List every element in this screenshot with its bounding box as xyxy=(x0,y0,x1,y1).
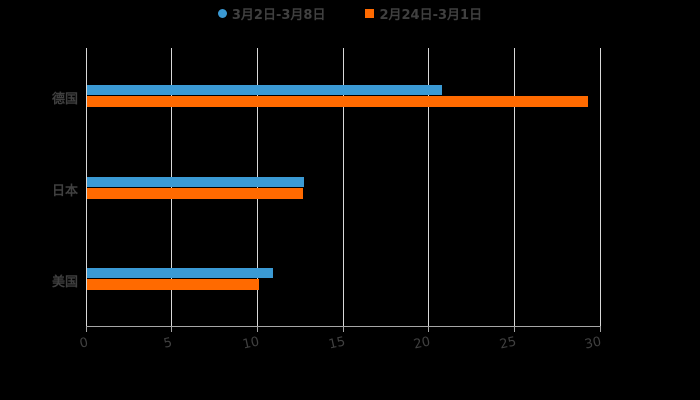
x-tick xyxy=(600,326,601,332)
category-label-germany: 德国 xyxy=(51,92,78,107)
x-tick xyxy=(514,326,515,332)
x-tick-label: 20 xyxy=(412,334,432,353)
gridline xyxy=(600,48,601,326)
bar-japan-series-2[interactable] xyxy=(87,188,303,199)
bar-usa-series-1[interactable] xyxy=(87,268,273,278)
legend-marker-square-icon xyxy=(365,8,375,18)
bar-germany-series-2[interactable] xyxy=(87,96,588,107)
x-tick xyxy=(428,326,429,332)
gridline xyxy=(86,48,87,326)
gridline xyxy=(257,48,258,326)
gridline xyxy=(171,48,172,326)
x-tick xyxy=(343,326,344,332)
x-tick-label: 0 xyxy=(78,335,90,352)
x-tick-label: 5 xyxy=(162,335,174,352)
category-label-usa: 美国 xyxy=(51,275,78,290)
legend-label: 2月24日-3月1日 xyxy=(379,7,483,23)
x-tick xyxy=(257,326,258,332)
legend-marker-circle-icon xyxy=(217,8,227,18)
x-tick xyxy=(86,326,87,332)
legend-item-series-2[interactable]: 2月24日-3月1日 xyxy=(365,4,482,23)
x-tick xyxy=(171,326,172,332)
gridline xyxy=(514,48,515,326)
x-tick-label: 25 xyxy=(498,334,518,353)
bar-japan-series-1[interactable] xyxy=(87,177,304,187)
gridline xyxy=(343,48,344,326)
bar-germany-series-1[interactable] xyxy=(87,85,442,95)
legend-item-series-1[interactable]: 3月2日-3月8日 xyxy=(217,4,326,23)
x-tick-label: 15 xyxy=(327,334,347,353)
chart-legend: 3月2日-3月8日 2月24日-3月1日 xyxy=(0,3,700,23)
category-label-japan: 日本 xyxy=(51,184,78,199)
x-tick-label: 30 xyxy=(583,334,603,353)
legend-label: 3月2日-3月8日 xyxy=(231,7,326,23)
gridline xyxy=(428,48,429,326)
bar-usa-series-2[interactable] xyxy=(87,279,259,290)
x-tick-label: 10 xyxy=(241,334,261,353)
